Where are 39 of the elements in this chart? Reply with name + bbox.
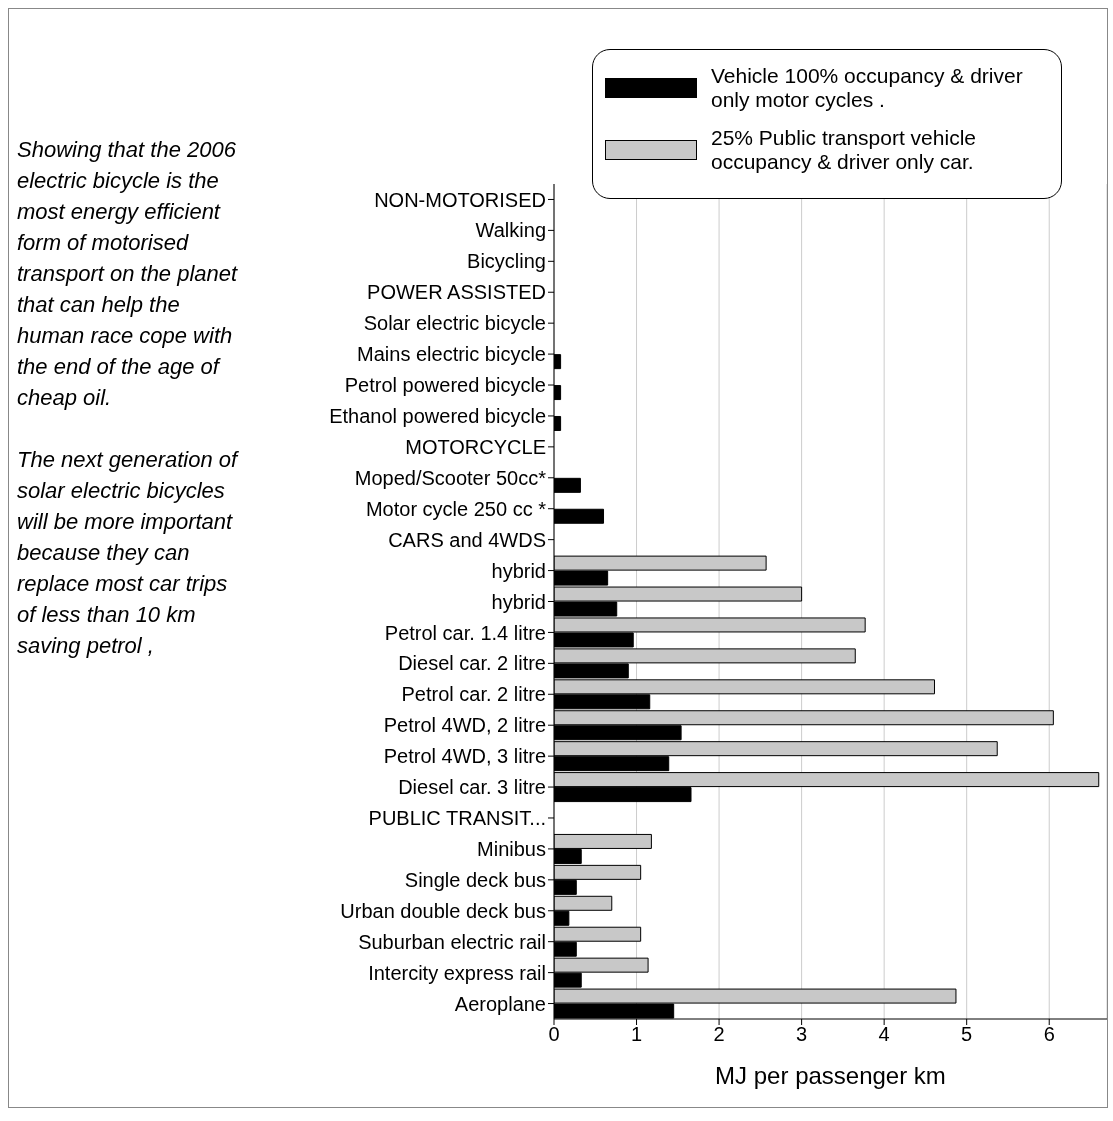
y-tick-label: Petrol 4WD, 2 litre xyxy=(383,714,546,737)
y-tick-label: Walking xyxy=(475,219,546,242)
y-tick-label: CARS and 4WDS xyxy=(388,528,546,551)
x-tick-label: 2 xyxy=(713,1023,725,1046)
y-tick-label: Aeroplane xyxy=(454,992,546,1015)
y-tick-label: Motor cycle 250 cc * xyxy=(365,497,547,520)
x-tick-label: 1 xyxy=(630,1023,643,1046)
y-tick-label: PUBLIC TRANSIT... xyxy=(368,807,546,830)
y-tick-label: Moped/Scooter 50cc* xyxy=(354,466,547,489)
y-tick-label: POWER ASSISTED xyxy=(367,281,546,304)
y-tick-label: Single deck bus xyxy=(404,868,546,891)
x-tick-label: 5 xyxy=(961,1023,973,1046)
y-tick-label: Solar electric bicycle xyxy=(363,312,546,335)
y-tick-label: Mains electric bicycle xyxy=(357,343,546,366)
legend-label: Vehicle 100% occupancy & driver only motor cycles . xyxy=(711,64,1024,112)
y-tick-label: Bicycling xyxy=(467,250,546,273)
y-tick-label: MOTORCYCLE xyxy=(405,435,546,458)
y-tick-label: Petrol car. 1.4 litre xyxy=(384,621,546,644)
x-tick-label: 4 xyxy=(878,1023,890,1046)
y-tick-label: Intercity express rail xyxy=(368,961,546,984)
y-tick-label: Ethanol powered bicycle xyxy=(329,405,546,428)
y-tick-label: Petrol 4WD, 3 litre xyxy=(383,745,546,768)
x-axis-title: MJ per passenger km xyxy=(715,1062,946,1089)
y-tick-label: NON-MOTORISED xyxy=(374,188,546,211)
x-tick-label: 3 xyxy=(796,1023,808,1046)
x-tick-label: 6 xyxy=(1043,1023,1055,1046)
y-tick-label: Suburban electric rail xyxy=(358,930,546,953)
y-tick-label: Urban double deck bus xyxy=(340,899,546,922)
y-tick-label: Diesel car. 3 litre xyxy=(398,776,546,799)
x-tick-label: 0 xyxy=(548,1023,560,1046)
legend-label: 25% Public transport vehicle occupancy & driver only car. xyxy=(711,126,977,174)
y-tick-label: hybrid xyxy=(491,590,546,613)
y-tick-label: Petrol powered bicycle xyxy=(344,374,546,397)
text: Showing that the 2006 electric bicycle is the most energy efficient form of motorised transport on the planet that can help the human race cope with the end of the age of cheap oil. xyxy=(17,137,238,410)
y-tick-label: Minibus xyxy=(477,838,546,861)
y-tick-label: Diesel car. 2 litre xyxy=(398,652,546,675)
y-tick-label: hybrid xyxy=(491,559,546,582)
text: The next generation of solar electric bicycles will be more important because they can replace most car trips of less than 10 km saving petrol , xyxy=(17,446,240,660)
y-tick-label: Petrol car. 2 litre xyxy=(401,683,546,706)
